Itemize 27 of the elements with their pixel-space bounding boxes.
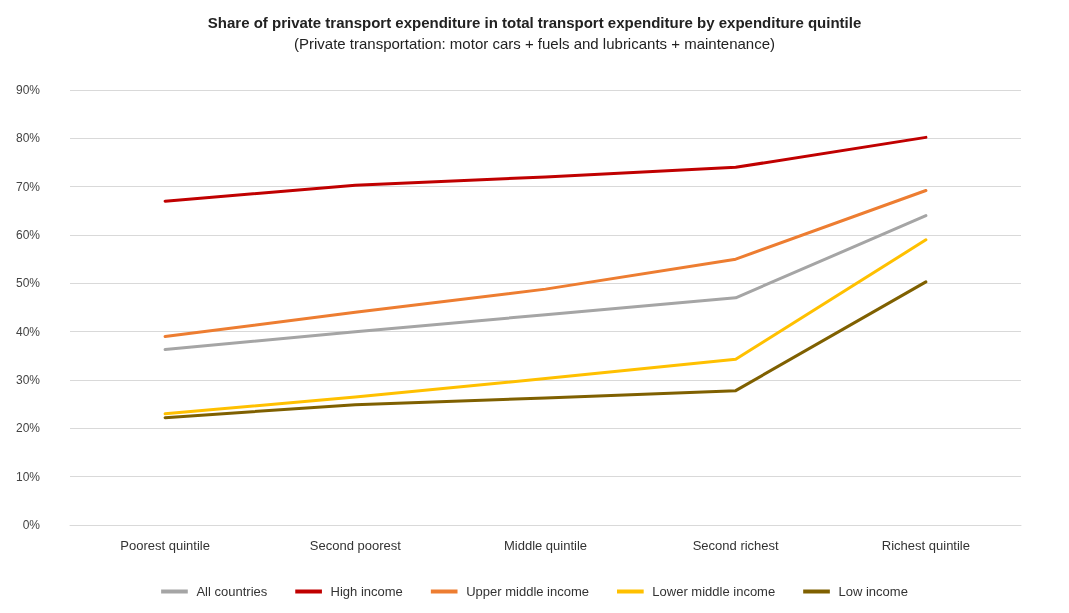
chart-subtitle: (Private transportation: motor cars + fuels and lubricants + maintenance) — [293, 35, 776, 52]
legend-label: Lower middle income — [652, 584, 776, 599]
x-tick-label: Second richest — [692, 538, 780, 553]
y-tick-label: 0% — [22, 518, 41, 532]
chart-title: Share of private transport expenditure in total transport expenditure by expenditure quintile — [207, 14, 862, 31]
legend-label: Upper middle income — [466, 584, 590, 599]
y-tick-label: 70% — [15, 179, 41, 194]
line-series — [163, 214, 928, 352]
line-series — [163, 135, 928, 203]
y-tick-label: 40% — [15, 324, 41, 339]
y-tick-label: 50% — [15, 276, 41, 291]
legend-label: Low income — [838, 584, 908, 599]
x-tick-label: Middle quintile — [503, 538, 588, 553]
x-tick-label: Poorest quintile — [120, 538, 210, 553]
line-series — [163, 189, 928, 338]
x-tick-label: Richest quintile — [881, 538, 970, 553]
y-tick-label: 30% — [15, 373, 41, 387]
y-tick-label: 20% — [15, 421, 41, 436]
legend-label: All countries — [196, 584, 268, 599]
line-series — [163, 238, 928, 416]
x-tick-label: Second poorest — [309, 538, 402, 553]
y-tick-label: 90% — [15, 83, 41, 97]
y-tick-label: 60% — [15, 228, 41, 242]
legend-label: High income — [330, 584, 403, 599]
line-series — [163, 280, 928, 420]
y-tick-label: 80% — [15, 131, 41, 146]
y-tick-label: 10% — [15, 469, 41, 484]
